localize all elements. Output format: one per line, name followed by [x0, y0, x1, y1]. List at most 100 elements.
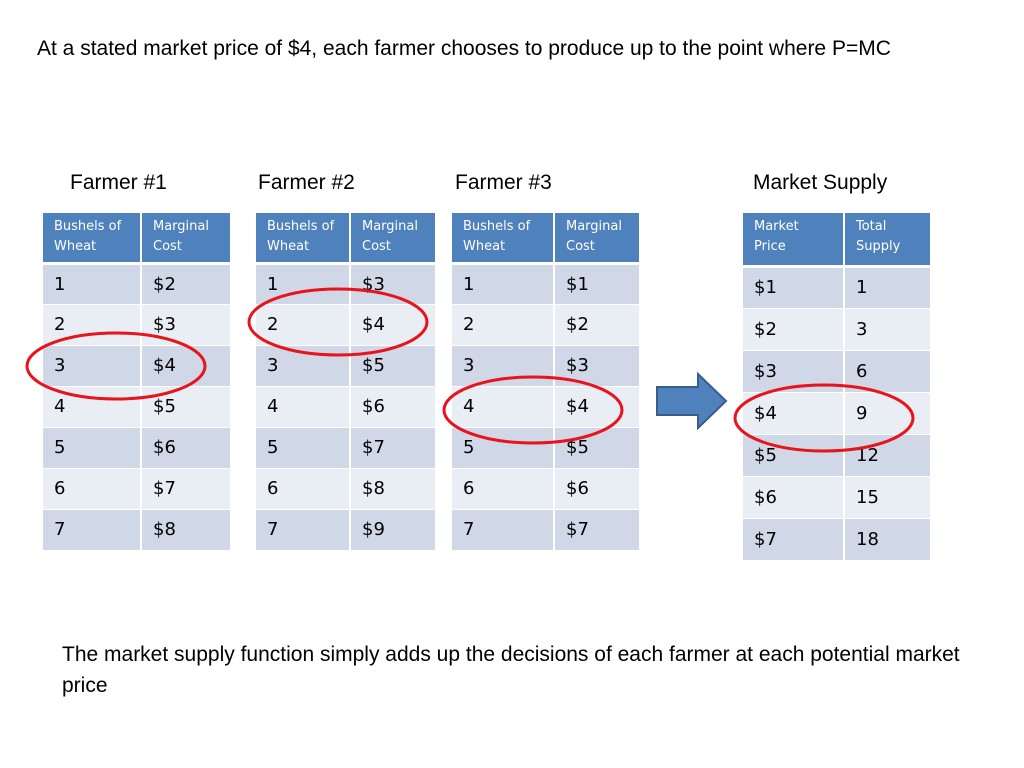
table-row: 2 $2 [452, 304, 639, 346]
table-row: $6 15 [743, 476, 930, 519]
table-row: $2 3 [743, 308, 930, 351]
table-row: 4 $6 [256, 386, 435, 428]
price-cell: $4 [743, 392, 845, 435]
bushels-cell: 1 [256, 263, 351, 305]
mc-cell: $5 [554, 427, 639, 469]
supply-cell: 1 [844, 266, 930, 309]
table-row: 3 $4 [43, 345, 230, 387]
bushels-cell: 2 [43, 304, 142, 346]
mc-cell: $8 [350, 468, 435, 510]
bushels-cell: 2 [452, 304, 555, 346]
table-row: $1 1 [743, 266, 930, 309]
farmer-3-header-mc: Marginal Cost [554, 213, 639, 265]
supply-cell: 18 [844, 518, 930, 561]
intro-text: At a stated market price of $4, each far… [37, 37, 891, 60]
farmer-2-header-bushels: Bushels of Wheat [256, 213, 351, 265]
price-cell: $1 [743, 266, 845, 309]
table-row: 1 $1 [452, 263, 639, 305]
bushels-cell: 7 [452, 509, 555, 551]
mc-cell: $7 [554, 509, 639, 551]
mc-cell: $9 [350, 509, 435, 551]
table-row: 6 $7 [43, 468, 230, 510]
table-row: $5 12 [743, 434, 930, 477]
mc-cell: $4 [554, 386, 639, 428]
mc-cell: $4 [350, 304, 435, 346]
bushels-cell: 7 [43, 509, 142, 551]
supply-cell: 15 [844, 476, 930, 519]
mc-cell: $3 [554, 345, 639, 387]
table-row: 4 $5 [43, 386, 230, 428]
supply-cell: 6 [844, 350, 930, 393]
bushels-cell: 6 [452, 468, 555, 510]
table-row: 3 $5 [256, 345, 435, 387]
supply-cell: 3 [844, 308, 930, 351]
mc-cell: $2 [554, 304, 639, 346]
mc-cell: $6 [350, 386, 435, 428]
bushels-cell: 5 [43, 427, 142, 469]
market-header-price: Market Price [743, 213, 845, 268]
market-supply-table: Market Price Total Supply $1 1 $2 3 $3 6 $4… [743, 213, 930, 561]
outro-text: The market supply function simply adds u… [62, 643, 960, 697]
table-row: 5 $5 [452, 427, 639, 469]
right-arrow-icon [656, 371, 728, 431]
mc-cell: $2 [141, 263, 230, 305]
table-row: 5 $7 [256, 427, 435, 469]
mc-cell: $5 [141, 386, 230, 428]
price-cell: $7 [743, 518, 845, 561]
table-row: 2 $3 [43, 304, 230, 346]
table-row: 3 $3 [452, 345, 639, 387]
price-cell: $3 [743, 350, 845, 393]
bushels-cell: 3 [256, 345, 351, 387]
farmer-1-table: Bushels of Wheat Marginal Cost 1 $2 2 $3 3… [43, 213, 230, 551]
farmer-2-table: Bushels of Wheat Marginal Cost 1 $3 2 $4 3… [256, 213, 435, 551]
price-cell: $2 [743, 308, 845, 351]
price-cell: $6 [743, 476, 845, 519]
mc-cell: $7 [350, 427, 435, 469]
mc-cell: $6 [554, 468, 639, 510]
table-row: 2 $4 [256, 304, 435, 346]
bushels-cell: 4 [256, 386, 351, 428]
bushels-cell: 7 [256, 509, 351, 551]
table-row: $3 6 [743, 350, 930, 393]
table-row: 7 $7 [452, 509, 639, 551]
bushels-cell: 5 [256, 427, 351, 469]
bushels-cell: 4 [452, 386, 555, 428]
mc-cell: $6 [141, 427, 230, 469]
bushels-cell: 3 [452, 345, 555, 387]
farmer-3-header-bushels: Bushels of Wheat [452, 213, 555, 265]
mc-cell: $3 [350, 263, 435, 305]
farmer-1-title: Farmer #1 [70, 171, 167, 194]
table-row: 1 $2 [43, 263, 230, 305]
farmer-3-title: Farmer #3 [455, 171, 552, 194]
supply-cell: 12 [844, 434, 930, 477]
bushels-cell: 2 [256, 304, 351, 346]
supply-cell: 9 [844, 392, 930, 435]
farmer-1-header-bushels: Bushels of Wheat [43, 213, 142, 265]
table-row: 6 $6 [452, 468, 639, 510]
mc-cell: $7 [141, 468, 230, 510]
farmer-1-header-mc: Marginal Cost [141, 213, 230, 265]
mc-cell: $4 [141, 345, 230, 387]
table-row: 5 $6 [43, 427, 230, 469]
table-row: 7 $9 [256, 509, 435, 551]
mc-cell: $1 [554, 263, 639, 305]
bushels-cell: 6 [43, 468, 142, 510]
market-supply-title: Market Supply [753, 171, 888, 194]
bushels-cell: 5 [452, 427, 555, 469]
market-header-supply: Total Supply [844, 213, 930, 268]
bushels-cell: 6 [256, 468, 351, 510]
table-row: $7 18 [743, 518, 930, 561]
table-row: $4 9 [743, 392, 930, 435]
farmer-2-title: Farmer #2 [258, 171, 355, 194]
farmer-2-header-mc: Marginal Cost [350, 213, 435, 265]
bushels-cell: 3 [43, 345, 142, 387]
mc-cell: $8 [141, 509, 230, 551]
mc-cell: $3 [141, 304, 230, 346]
table-row: 6 $8 [256, 468, 435, 510]
bushels-cell: 4 [43, 386, 142, 428]
mc-cell: $5 [350, 345, 435, 387]
table-row: 1 $3 [256, 263, 435, 305]
bushels-cell: 1 [452, 263, 555, 305]
table-row: 4 $4 [452, 386, 639, 428]
table-row: 7 $8 [43, 509, 230, 551]
